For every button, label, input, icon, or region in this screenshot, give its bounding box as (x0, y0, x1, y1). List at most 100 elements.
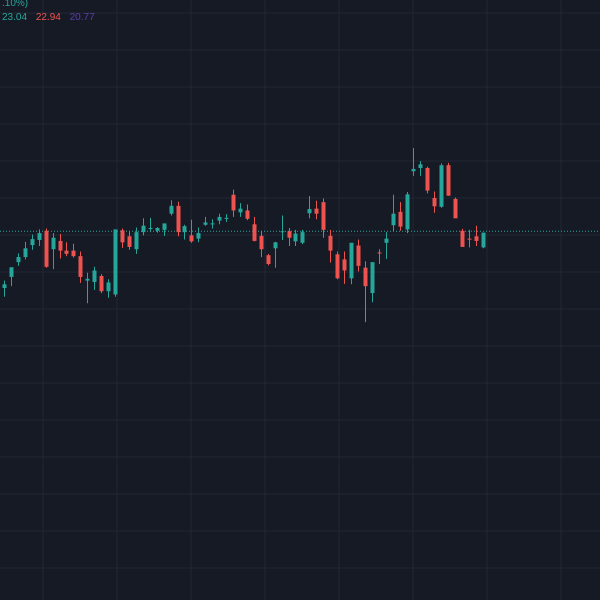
candle[interactable] (196, 227, 201, 243)
candle[interactable] (439, 163, 444, 208)
candle[interactable] (217, 213, 222, 225)
candle[interactable] (37, 229, 42, 246)
candle[interactable] (71, 243, 76, 258)
candle[interactable] (78, 251, 83, 283)
candle[interactable] (321, 198, 326, 238)
candle-body (335, 254, 340, 279)
candle[interactable] (203, 216, 208, 226)
candle[interactable] (23, 241, 28, 260)
candle-body (120, 230, 125, 243)
candle[interactable] (328, 229, 333, 263)
candle[interactable] (16, 253, 21, 266)
candle[interactable] (259, 230, 264, 258)
candle[interactable] (2, 280, 7, 297)
candle[interactable] (92, 266, 97, 290)
candle[interactable] (273, 241, 278, 268)
candle[interactable] (266, 253, 271, 266)
candle[interactable] (127, 230, 132, 250)
candle[interactable] (391, 194, 396, 232)
candle[interactable] (176, 201, 181, 237)
candle-series[interactable] (2, 148, 486, 323)
candle[interactable] (141, 218, 146, 236)
candle[interactable] (363, 261, 368, 323)
candle[interactable] (148, 217, 153, 233)
candle[interactable] (245, 204, 250, 221)
candle-body (37, 233, 42, 240)
candle[interactable] (113, 229, 118, 297)
candle-body (238, 208, 243, 213)
candle[interactable] (460, 228, 465, 247)
candle-body (9, 267, 14, 277)
candle-body (141, 225, 146, 233)
candle[interactable] (252, 216, 257, 242)
candle-body (231, 194, 236, 211)
candle[interactable] (85, 272, 90, 304)
candle-body (356, 245, 361, 266)
candle-body (363, 267, 368, 287)
candle[interactable] (300, 229, 305, 245)
candle[interactable] (134, 227, 139, 254)
candle-body (425, 168, 430, 191)
candle[interactable] (474, 225, 479, 246)
candle-body (259, 235, 264, 250)
candle[interactable] (210, 219, 215, 229)
candle[interactable] (398, 202, 403, 231)
candle[interactable] (64, 242, 69, 257)
candle[interactable] (453, 197, 458, 219)
legend-change-row: .10%) (2, 0, 34, 10)
candle[interactable] (418, 161, 423, 176)
candle[interactable] (182, 224, 187, 240)
candle[interactable] (30, 234, 35, 250)
candle-body (58, 240, 63, 251)
candle[interactable] (287, 228, 292, 246)
candle-body (328, 235, 333, 251)
candle[interactable] (356, 239, 361, 272)
candle[interactable] (349, 242, 354, 285)
candle-body (224, 217, 229, 219)
candle[interactable] (106, 279, 111, 298)
candle[interactable] (370, 262, 375, 303)
candle[interactable] (231, 189, 236, 217)
candle[interactable] (307, 196, 312, 219)
candle[interactable] (377, 249, 382, 264)
candle[interactable] (481, 232, 486, 249)
candle-body (169, 205, 174, 214)
candle[interactable] (189, 219, 194, 243)
candle[interactable] (446, 162, 451, 196)
candle[interactable] (238, 203, 243, 217)
candle[interactable] (155, 227, 160, 233)
candle-body (439, 165, 444, 207)
candle[interactable] (384, 232, 389, 259)
candle-body (321, 202, 326, 230)
candle[interactable] (120, 228, 125, 248)
candle[interactable] (169, 200, 174, 216)
candle-body (217, 216, 222, 221)
candle[interactable] (342, 251, 347, 284)
candle[interactable] (224, 214, 229, 222)
candle[interactable] (314, 200, 319, 220)
candle[interactable] (162, 223, 167, 236)
candle-body (85, 278, 90, 281)
candle[interactable] (411, 148, 416, 176)
candle-body (30, 239, 35, 246)
candle-body (252, 224, 257, 241)
candle[interactable] (425, 166, 430, 194)
candle[interactable] (467, 229, 472, 248)
candle[interactable] (432, 191, 437, 213)
candle-body (162, 223, 167, 230)
candle-body (51, 237, 56, 250)
candle[interactable] (51, 233, 56, 270)
candle-body (203, 222, 208, 225)
candle[interactable] (99, 274, 104, 294)
candle[interactable] (335, 251, 340, 280)
candle[interactable] (405, 192, 410, 234)
candle-body (245, 210, 250, 219)
candle[interactable] (44, 228, 49, 268)
candle[interactable] (280, 215, 285, 240)
candle[interactable] (293, 229, 298, 246)
candle[interactable] (58, 234, 63, 259)
candle-body (127, 236, 132, 247)
candle[interactable] (9, 267, 14, 287)
